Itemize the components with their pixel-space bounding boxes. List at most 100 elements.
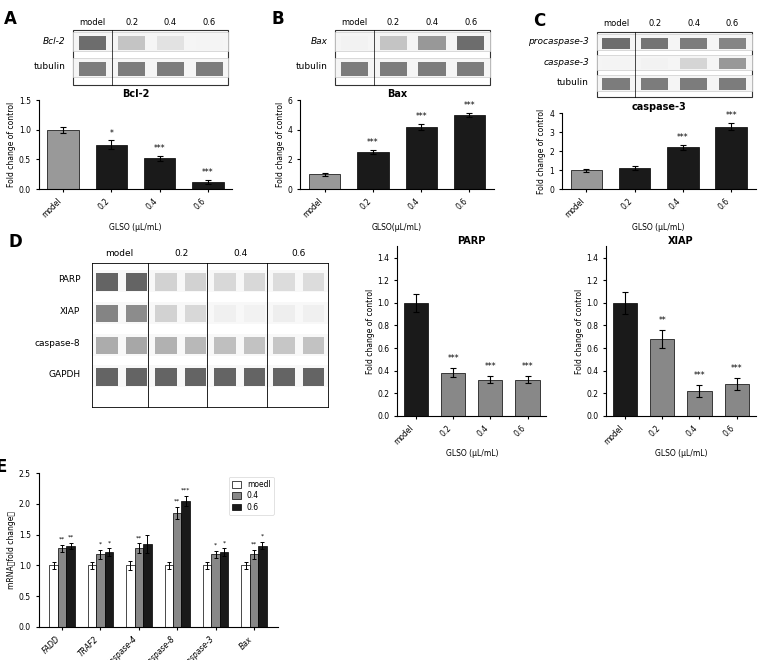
Bar [196, 61, 223, 76]
Bar [164, 566, 173, 627]
Bar [680, 38, 707, 49]
Bar [274, 305, 295, 323]
Text: *: * [107, 540, 110, 545]
Text: A: A [4, 9, 16, 28]
Text: 0.2: 0.2 [175, 249, 189, 258]
Bar [173, 513, 181, 627]
Text: 0.6: 0.6 [726, 19, 739, 28]
Bar [597, 34, 752, 50]
Text: tubulin: tubulin [557, 78, 589, 87]
Bar [341, 61, 368, 76]
Text: **: ** [67, 535, 74, 540]
Bar [357, 152, 389, 189]
Text: Bax: Bax [310, 36, 328, 46]
Title: Bax: Bax [387, 89, 407, 99]
Text: 0.6: 0.6 [291, 249, 305, 258]
Y-axis label: Fold change of control: Fold change of control [276, 102, 284, 187]
Bar [274, 337, 295, 354]
X-axis label: GLSO (μL/mL): GLSO (μL/mL) [446, 449, 498, 458]
Bar [211, 554, 220, 627]
Bar [457, 61, 484, 76]
Bar [379, 36, 407, 50]
Text: **: ** [136, 535, 142, 541]
Text: model: model [603, 19, 629, 28]
Bar [143, 544, 152, 627]
Bar [335, 32, 490, 51]
Text: D: D [8, 233, 22, 251]
Bar [688, 391, 712, 416]
Bar [335, 58, 490, 77]
Bar [93, 333, 328, 356]
Bar [303, 337, 325, 354]
Bar [203, 566, 211, 627]
Bar [478, 379, 503, 416]
Bar [274, 368, 295, 386]
Text: model: model [105, 249, 133, 258]
Bar [250, 554, 258, 627]
Bar [126, 566, 135, 627]
Text: ***: *** [726, 112, 737, 120]
Bar [597, 32, 752, 97]
X-axis label: GLSO(μL/mL): GLSO(μL/mL) [372, 222, 423, 232]
Bar [309, 174, 340, 189]
Bar [73, 32, 228, 51]
X-axis label: GLSO (μL/mL): GLSO (μL/mL) [109, 222, 162, 232]
Bar [144, 158, 175, 189]
Text: 0.6: 0.6 [464, 18, 477, 26]
Bar [719, 79, 746, 90]
Bar [118, 36, 145, 50]
Bar [602, 38, 630, 49]
Bar [93, 365, 328, 387]
Bar [220, 552, 228, 627]
Bar [641, 38, 668, 49]
Bar [244, 305, 265, 323]
Text: Bcl-2: Bcl-2 [43, 36, 66, 46]
Text: *: * [109, 129, 113, 138]
Bar [96, 368, 118, 386]
Bar [419, 61, 446, 76]
Bar [214, 305, 236, 323]
Bar [667, 147, 699, 189]
Text: *: * [261, 534, 264, 539]
Text: ***: *** [694, 371, 705, 380]
Text: ***: *** [416, 112, 427, 121]
Bar [725, 384, 749, 416]
Bar [185, 305, 206, 323]
Bar [379, 61, 407, 76]
Text: model: model [79, 18, 106, 26]
Bar [79, 36, 106, 50]
Bar [118, 61, 145, 76]
Bar [641, 79, 668, 90]
Bar [602, 58, 630, 69]
Bar [214, 273, 236, 290]
Bar [185, 337, 206, 354]
Text: 0.4: 0.4 [163, 18, 177, 26]
Bar [156, 368, 177, 386]
Bar [303, 368, 325, 386]
Text: **: ** [59, 537, 66, 541]
Text: tubulin: tubulin [34, 62, 66, 71]
Text: *: * [214, 543, 217, 548]
Bar [185, 368, 206, 386]
Text: 0.2: 0.2 [386, 18, 399, 26]
Bar [602, 79, 630, 90]
Text: **: ** [658, 316, 666, 325]
Text: E: E [0, 458, 7, 476]
Bar [126, 305, 147, 323]
Text: ***: *** [367, 138, 379, 147]
Text: ***: *** [447, 354, 459, 363]
Text: B: B [271, 9, 284, 28]
Bar [241, 566, 250, 627]
Y-axis label: Fold change of control: Fold change of control [365, 288, 375, 374]
Bar [341, 36, 368, 50]
Bar [96, 273, 118, 290]
Text: caspase-8: caspase-8 [35, 339, 80, 348]
X-axis label: GLSO (μL/mL): GLSO (μL/mL) [655, 449, 707, 458]
Text: ***: *** [181, 488, 190, 493]
Bar [258, 546, 267, 627]
Text: ***: *** [153, 144, 166, 153]
Text: ***: *** [522, 362, 534, 371]
Y-axis label: Fold change of control: Fold change of control [574, 288, 584, 374]
Text: ***: *** [731, 364, 742, 374]
Bar [619, 168, 650, 189]
